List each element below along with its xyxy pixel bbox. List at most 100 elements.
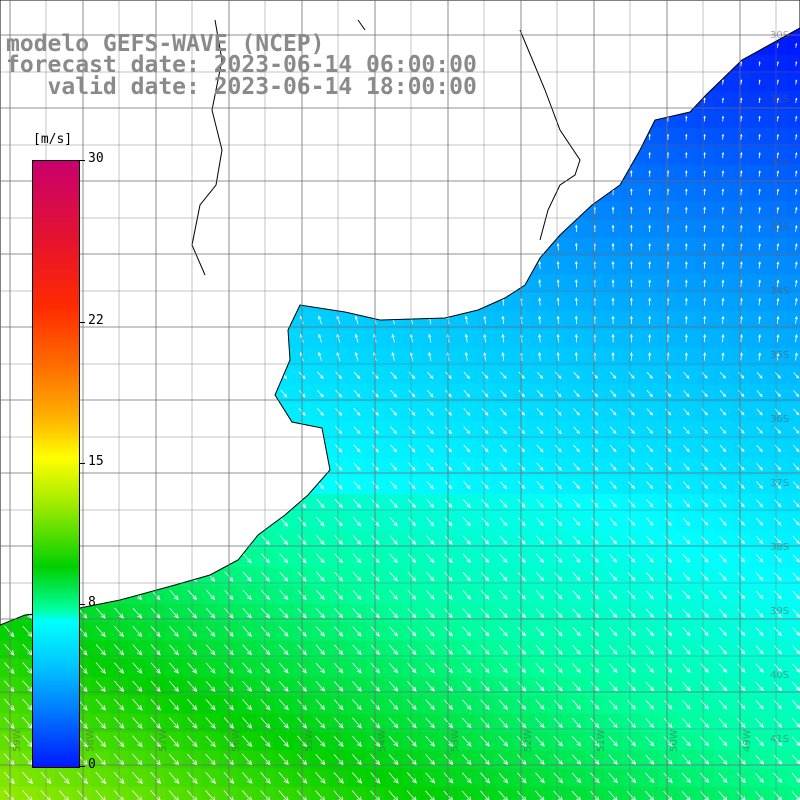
- colorbar: [32, 160, 80, 768]
- wind-arrow: [554, 462, 562, 471]
- wind-arrow: [590, 553, 599, 563]
- wind-arrow: [718, 718, 728, 728]
- wind-arrow-head: [393, 466, 398, 471]
- wind-arrow: [664, 590, 672, 600]
- wind-arrow: [3, 771, 15, 784]
- wind-arrow-head: [283, 540, 289, 545]
- wind-arrow-head: [631, 503, 636, 508]
- wind-arrow-head: [301, 704, 308, 711]
- wind-arrow: [22, 625, 33, 637]
- wind-arrow: [408, 462, 416, 471]
- wind-arrow: [539, 334, 541, 343]
- wind-arrow: [205, 717, 216, 729]
- wind-arrow: [279, 571, 288, 582]
- wind-arrow: [758, 207, 761, 214]
- wind-arrow-head: [428, 351, 432, 356]
- wind-arrow: [539, 261, 541, 269]
- wind-arrow: [3, 753, 15, 766]
- wind-arrow: [627, 699, 636, 710]
- wind-arrow: [719, 463, 727, 471]
- wind-arrow: [703, 352, 706, 361]
- wind-arrow-head: [759, 558, 764, 563]
- wind-arrow: [792, 663, 800, 673]
- wind-arrow-head: [320, 558, 325, 564]
- wind-arrow: [483, 352, 486, 361]
- wind-arrow: [278, 699, 289, 710]
- wind-arrow-head: [594, 704, 600, 710]
- wind-arrow-head: [741, 595, 746, 600]
- wind-arrow-head: [649, 576, 654, 582]
- wind-arrow-head: [649, 466, 654, 471]
- wind-arrow-head: [265, 595, 271, 601]
- wind-arrow-head: [100, 741, 107, 748]
- wind-arrow-head: [759, 649, 764, 655]
- wind-arrow-head: [777, 649, 782, 655]
- wind-arrow-head: [338, 576, 344, 582]
- wind-arrow: [278, 680, 289, 692]
- wind-arrow: [774, 535, 782, 544]
- wind-arrow: [718, 627, 727, 636]
- wind-arrow-head: [722, 558, 727, 563]
- wind-arrow-head: [795, 115, 798, 119]
- wind-arrow-head: [594, 723, 600, 729]
- wind-arrow: [480, 772, 490, 784]
- wind-arrow: [242, 626, 252, 637]
- wind-arrow-head: [356, 540, 362, 545]
- wind-arrow: [353, 462, 361, 471]
- wind-arrow-head: [666, 170, 670, 173]
- wind-arrow: [664, 444, 672, 452]
- wind-arrow: [426, 517, 434, 526]
- wind-arrow: [719, 481, 727, 489]
- wind-arrow: [740, 262, 742, 269]
- wind-arrow-head: [576, 411, 580, 416]
- wind-arrow: [517, 499, 526, 508]
- wind-arrow-head: [538, 260, 542, 265]
- wind-arrow: [740, 280, 742, 288]
- wind-arrow-head: [611, 260, 615, 265]
- wind-arrow-head: [539, 375, 544, 379]
- wind-arrow-head: [320, 650, 326, 656]
- wind-arrow-head: [503, 595, 508, 600]
- wind-arrow-head: [411, 595, 417, 600]
- wind-arrow-head: [667, 430, 672, 434]
- wind-arrow: [645, 590, 654, 600]
- wind-arrow-head: [666, 151, 670, 155]
- wind-arrow: [462, 608, 471, 618]
- wind-arrow-head: [448, 485, 453, 490]
- wind-arrow-head: [265, 704, 271, 711]
- wind-arrow: [426, 408, 434, 416]
- wind-arrow-head: [247, 741, 253, 748]
- wind-arrow-head: [100, 723, 107, 730]
- wind-arrow: [132, 626, 142, 637]
- wind-arrow-head: [574, 315, 578, 320]
- wind-arrow-head: [741, 393, 745, 398]
- wind-arrow-head: [722, 375, 727, 379]
- wind-arrow: [499, 553, 508, 563]
- wind-arrow-head: [795, 540, 800, 545]
- wind-arrow-head: [393, 668, 399, 674]
- wind-arrow: [681, 790, 691, 800]
- wind-arrow-head: [704, 778, 710, 784]
- wind-arrow: [591, 390, 598, 397]
- wind-arrow: [498, 717, 508, 728]
- wind-arrow: [406, 754, 417, 765]
- wind-arrow: [737, 627, 745, 636]
- wind-arrow-head: [704, 613, 709, 618]
- wind-arrow: [793, 390, 799, 397]
- wind-arrow-head: [758, 279, 761, 283]
- wind-arrow: [737, 681, 746, 691]
- wind-arrow-head: [336, 351, 340, 356]
- wind-arrow: [755, 535, 763, 544]
- wind-arrow: [646, 499, 654, 508]
- wind-arrow-head: [393, 778, 399, 784]
- wind-arrow-head: [685, 133, 688, 137]
- wind-arrow-head: [667, 778, 673, 784]
- wind-arrow-head: [685, 151, 688, 155]
- wind-arrow-head: [484, 576, 490, 582]
- wind-arrow-head: [265, 796, 271, 800]
- wind-arrow-head: [539, 759, 545, 766]
- wind-arrow: [95, 698, 106, 711]
- wind-arrow-head: [649, 613, 654, 618]
- wind-arrow: [610, 371, 617, 379]
- wind-arrow: [425, 772, 435, 784]
